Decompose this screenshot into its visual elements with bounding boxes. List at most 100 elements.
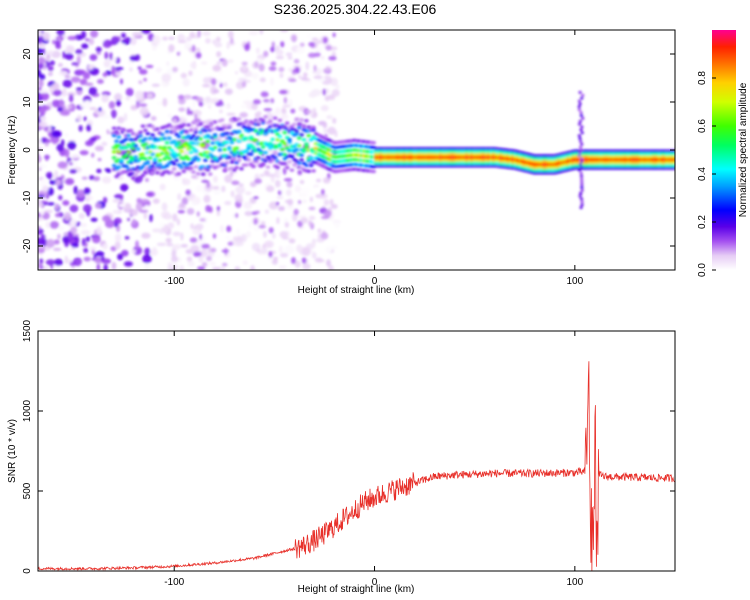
heatmap-cell: [191, 120, 196, 125]
heatmap-cell: [171, 261, 176, 269]
heatmap-cell: [234, 160, 239, 165]
heatmap-cell: [102, 196, 108, 204]
heatmap-cell: [198, 137, 203, 141]
heatmap-cell: [259, 77, 266, 83]
heatmap-cell: [172, 167, 177, 171]
heatmap-cell: [62, 235, 70, 244]
heatmap-cell: [130, 105, 138, 111]
heatmap-cell: [260, 91, 269, 98]
heatmap-cell: [70, 154, 80, 159]
heatmap-cell: [224, 247, 228, 256]
heatmap-cell: [135, 240, 139, 250]
heatmap-cell: [172, 129, 177, 133]
heatmap-cell: [178, 202, 186, 208]
heatmap-cell: [247, 220, 253, 229]
heatmap-cell: [278, 67, 285, 73]
heatmap-cell: [229, 141, 235, 145]
heatmap-cell: [176, 218, 180, 226]
heatmap-cell: [55, 177, 64, 181]
heatmap-cell: [147, 150, 153, 154]
heatmap-cell: [203, 129, 208, 133]
heatmap-cell: [57, 106, 64, 113]
heatmap-cell: [38, 164, 48, 169]
heatmap-cell: [150, 133, 155, 137]
heatmap-cell: [251, 72, 259, 80]
heatmap-cell: [371, 141, 376, 145]
heatmap-cell: [38, 108, 46, 116]
heatmap-cell: [130, 98, 135, 106]
heatmap-cell: [279, 30, 289, 33]
heatmap-cell: [38, 92, 41, 97]
heatmap-cell: [270, 137, 275, 141]
heatmap-cell: [42, 265, 49, 270]
heatmap-cell: [578, 145, 583, 149]
heatmap-cell: [263, 230, 267, 238]
heatmap-cell: [206, 255, 212, 262]
heatmap-cell: [282, 125, 287, 129]
heatmap-cell: [275, 165, 280, 170]
heatmap-cell: [229, 160, 235, 164]
heatmap-cell: [212, 133, 218, 137]
heatmap-cell: [238, 33, 244, 38]
heatmap-cell: [236, 198, 244, 203]
heatmap-cell: [196, 158, 201, 162]
heatmap-cell: [62, 50, 66, 59]
heatmap-cell: [226, 112, 236, 116]
heatmap-cell: [232, 168, 237, 172]
heatmap-cell: [258, 224, 266, 229]
heatmap-cell: [144, 263, 150, 270]
heatmap-cell: [289, 124, 295, 129]
heatmap-cell: [190, 223, 194, 230]
heatmap-cell: [41, 185, 49, 192]
heatmap-cell: [140, 152, 146, 156]
heatmap-cell: [293, 208, 299, 216]
heatmap-cell: [221, 185, 226, 193]
heatmap-cell: [159, 183, 166, 191]
heatmap-cell: [306, 169, 312, 173]
heatmap-cell: [188, 70, 193, 76]
heatmap-cell: [299, 179, 305, 185]
heatmap-cell: [320, 105, 329, 112]
heatmap-cell: [64, 178, 75, 185]
heatmap-cell: [328, 265, 334, 270]
heatmap-cell: [82, 71, 91, 80]
heatmap-cell: [96, 168, 102, 174]
heatmap-cell: [305, 33, 312, 39]
heatmap-cell: [263, 107, 273, 112]
heatmap-cell: [580, 188, 584, 192]
heatmap-cell: [213, 175, 218, 183]
heatmap-cell: [123, 164, 129, 168]
heatmap-cell: [38, 111, 41, 117]
heatmap-cell: [49, 221, 60, 229]
heatmap-cell: [306, 133, 312, 138]
heatmap-cell: [189, 31, 196, 39]
heatmap-cell: [113, 217, 122, 225]
heatmap-cell: [579, 174, 584, 178]
heatmap-cell: [58, 70, 69, 76]
heatmap-cell: [278, 89, 288, 95]
heatmap-cell: [45, 171, 53, 179]
heatmap-cell: [254, 60, 258, 68]
heatmap-cell: [74, 251, 81, 257]
heatmap-cell: [117, 253, 124, 261]
heatmap-cell: [95, 251, 105, 257]
heatmap-cell: [282, 157, 287, 161]
heatmap-cell: [117, 116, 125, 124]
heatmap-cell: [91, 235, 101, 244]
heatmap-cell: [279, 231, 289, 239]
heatmap-cell: [222, 147, 227, 152]
heatmap-cell: [581, 93, 585, 97]
heatmap-cell: [287, 198, 294, 206]
heatmap-cell: [239, 133, 244, 137]
heatmap-cell: [96, 263, 101, 270]
heatmap-cell: [63, 212, 72, 221]
heatmap-cell: [127, 191, 133, 201]
heatmap-cell: [212, 64, 222, 72]
heatmap-cell: [239, 112, 248, 118]
heatmap-cell: [186, 157, 191, 161]
heatmap-cell: [41, 238, 48, 247]
heatmap-cell: [252, 99, 261, 105]
heatmap-cell: [304, 145, 309, 149]
heatmap-cell: [176, 141, 182, 145]
heatmap-cell: [90, 30, 99, 38]
